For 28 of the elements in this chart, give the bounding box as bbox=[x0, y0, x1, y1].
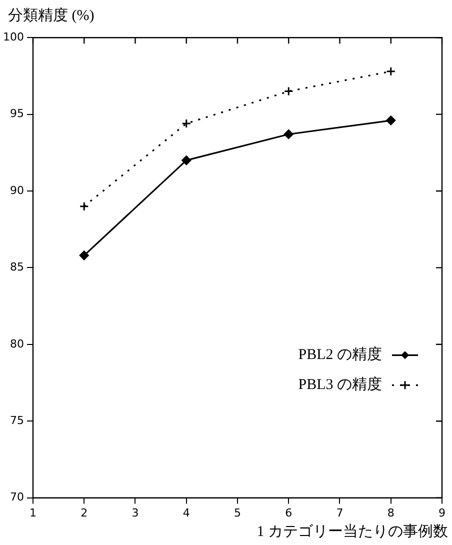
x-tick-label: 4 bbox=[182, 506, 190, 520]
y-tick-label: 90 bbox=[10, 184, 24, 197]
y-tick-label: 80 bbox=[10, 337, 24, 350]
point bbox=[79, 250, 89, 260]
x-axis-title: 1 カテゴリー当たりの事例数 bbox=[256, 522, 448, 541]
point bbox=[79, 202, 89, 212]
y-tick-label: 100 bbox=[2, 30, 24, 44]
y-tick-label: 95 bbox=[10, 107, 24, 120]
point bbox=[182, 156, 192, 166]
legend-label: PBL2 の精度 bbox=[298, 346, 382, 364]
point bbox=[386, 116, 396, 126]
point bbox=[386, 66, 396, 76]
y-tick-label: 85 bbox=[10, 260, 24, 274]
x-tick-label: 6 bbox=[285, 506, 292, 520]
point bbox=[284, 86, 294, 96]
x-tick-label: 2 bbox=[80, 506, 88, 520]
x-tick-label: 5 bbox=[234, 506, 241, 520]
point bbox=[182, 118, 192, 128]
y-axis-title: 分類精度 (%) bbox=[8, 6, 94, 25]
y-tick-label: 75 bbox=[10, 414, 24, 427]
x-tick-label: 1 bbox=[29, 506, 36, 520]
x-tick-label: 3 bbox=[132, 506, 139, 520]
x-tick-label: 8 bbox=[387, 506, 394, 520]
x-tick-label: 9 bbox=[438, 506, 446, 520]
legend-label: PBL3 の精度 bbox=[298, 376, 382, 394]
y-tick-label: 70 bbox=[10, 490, 24, 504]
point bbox=[284, 129, 294, 139]
x-tick-label: 7 bbox=[336, 506, 344, 520]
